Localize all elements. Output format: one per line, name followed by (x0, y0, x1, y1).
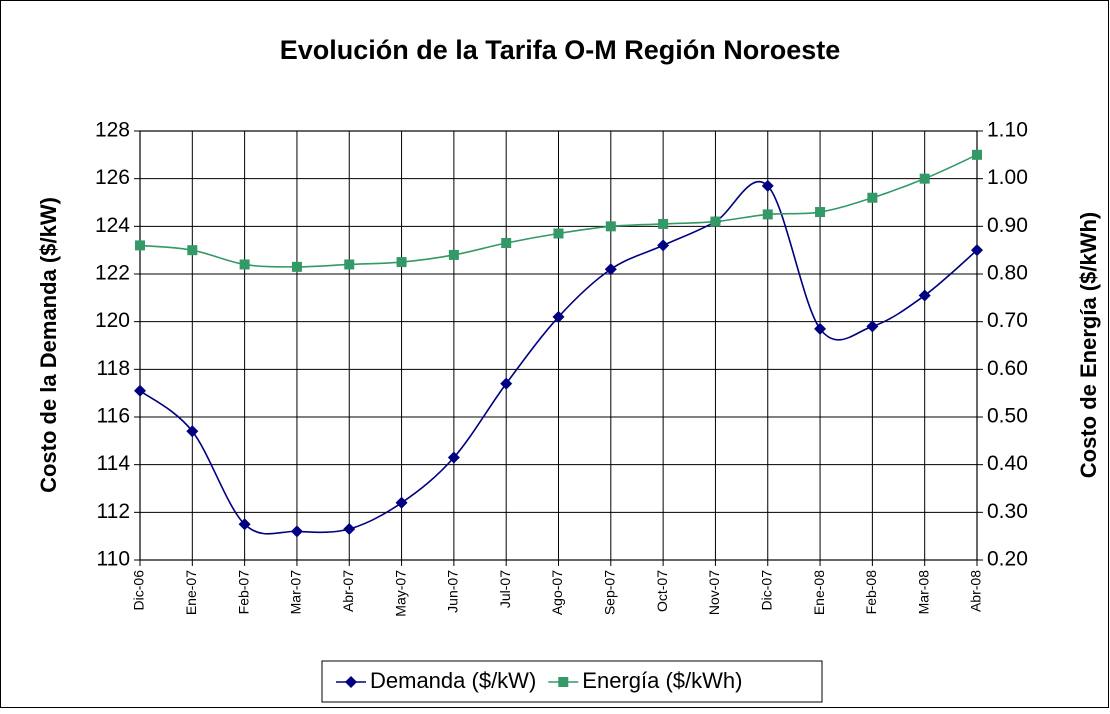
y2-tick-label: 0.30 (987, 500, 1028, 523)
data-point (971, 244, 983, 257)
y2-tick-label: 0.60 (987, 357, 1028, 380)
y2-tick-label: 0.80 (987, 262, 1028, 285)
x-tick-label: Dic-06 (131, 570, 147, 611)
data-point (187, 245, 198, 256)
legend-label: Energía ($/kWh) (582, 668, 742, 693)
y2-tick-label: 1.10 (987, 119, 1028, 142)
data-point (344, 259, 355, 270)
x-tick-label: Mar-07 (288, 570, 304, 615)
y-axis-label: Costo de la Demanda ($/kW) (36, 197, 61, 493)
x-tick-label: Dic-07 (758, 570, 774, 611)
data-point (552, 310, 565, 323)
data-point (761, 179, 774, 192)
y-tick-label: 126 (95, 166, 130, 189)
y-tick-label: 118 (97, 357, 130, 380)
data-point (814, 322, 827, 335)
y-tick-label: 124 (95, 214, 130, 237)
data-point (604, 263, 617, 276)
data-point (135, 240, 145, 251)
y2-axis-label: Costo de Energía ($/kWh) (1076, 212, 1101, 478)
data-point (290, 525, 303, 538)
y-tick-label: 122 (95, 262, 130, 285)
data-point (605, 221, 616, 232)
x-tick-label: Abr-07 (340, 570, 356, 612)
data-point (343, 523, 356, 536)
y2-tick-label: 0.20 (987, 548, 1028, 571)
data-point (658, 218, 669, 229)
y2-tick-label: 0.50 (987, 405, 1028, 428)
x-tick-label: Feb-07 (235, 570, 251, 615)
data-point (238, 518, 251, 531)
y-tick-label: 110 (97, 548, 130, 571)
plot-border (139, 130, 978, 561)
y-tick-label: 120 (95, 309, 130, 332)
x-tick-label: Sep-07 (602, 570, 618, 615)
x-tick-label: Ago-07 (549, 570, 565, 615)
data-point (553, 228, 564, 239)
data-point (866, 320, 879, 333)
data-point (972, 149, 982, 160)
data-point (919, 173, 930, 184)
data-point (447, 451, 460, 464)
data-point (186, 425, 199, 438)
data-point (500, 377, 513, 390)
x-tick-label: Jun-07 (445, 570, 461, 613)
data-point (710, 216, 721, 227)
data-point (657, 239, 670, 252)
x-tick-label: Jul-07 (497, 570, 513, 608)
x-tick-label: Feb-08 (863, 570, 879, 615)
y2-tick-label: 1.00 (987, 166, 1028, 189)
x-tick-label: Nov-07 (706, 570, 722, 615)
data-point (395, 496, 408, 509)
data-point (239, 259, 250, 270)
y-tick-label: 128 (95, 119, 130, 142)
x-tick-label: May-07 (392, 570, 408, 617)
data-point (918, 289, 931, 302)
legend-marker (558, 677, 569, 687)
x-tick-label: Ene-07 (183, 570, 199, 615)
data-point (815, 207, 826, 218)
chart-title: Evolución de la Tarifa O-M Región Noroes… (280, 35, 841, 65)
data-point (448, 249, 459, 260)
y-tick-label: 112 (97, 500, 130, 523)
data-point (291, 261, 302, 272)
legend-label: Demanda ($/kW) (370, 668, 536, 693)
data-point (501, 238, 512, 249)
y2-tick-label: 0.70 (987, 309, 1028, 332)
x-tick-label: Ene-08 (811, 570, 827, 615)
data-point (867, 192, 878, 203)
x-tick-label: Oct-07 (654, 570, 670, 612)
x-tick-label: Mar-08 (915, 570, 931, 615)
legend: Demanda ($/kW) Energía ($/kWh) (321, 660, 823, 703)
data-point (396, 257, 407, 268)
y2-tick-label: 0.40 (987, 452, 1028, 475)
y-tick-label: 116 (97, 405, 130, 428)
y-tick-label: 114 (97, 452, 131, 475)
x-tick-label: Abr-08 (968, 570, 984, 612)
data-point (134, 384, 146, 397)
data-point (762, 209, 773, 220)
y2-tick-label: 0.90 (987, 214, 1028, 237)
legend-marker (345, 676, 357, 688)
